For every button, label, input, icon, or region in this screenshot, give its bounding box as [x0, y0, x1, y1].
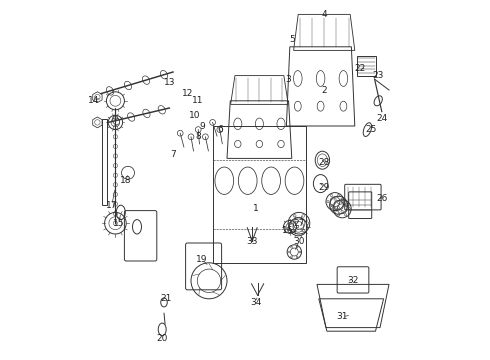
Text: 29: 29 — [318, 183, 330, 192]
Text: 5: 5 — [289, 35, 294, 44]
Text: 16: 16 — [282, 226, 294, 235]
Text: 31: 31 — [337, 312, 348, 321]
Text: 30: 30 — [293, 237, 305, 246]
Text: 9: 9 — [199, 122, 205, 131]
Text: 21: 21 — [160, 294, 172, 303]
Text: 34: 34 — [250, 298, 262, 307]
Text: 4: 4 — [321, 10, 327, 19]
Bar — [357, 56, 376, 76]
Text: 2: 2 — [321, 86, 327, 95]
Text: 33: 33 — [246, 237, 258, 246]
Text: 22: 22 — [355, 64, 366, 73]
Text: 23: 23 — [372, 71, 384, 80]
Text: 28: 28 — [318, 158, 330, 166]
Text: 18: 18 — [121, 176, 132, 185]
Text: 13: 13 — [164, 78, 175, 87]
Text: 15: 15 — [113, 219, 125, 228]
Text: 14: 14 — [88, 96, 99, 105]
Text: 32: 32 — [347, 276, 359, 285]
Text: 19: 19 — [196, 255, 208, 264]
Text: 12: 12 — [182, 89, 193, 98]
Text: 7: 7 — [170, 150, 176, 159]
Text: 20: 20 — [156, 334, 168, 343]
Text: 25: 25 — [366, 125, 377, 134]
Text: 26: 26 — [376, 194, 388, 202]
Bar — [102, 119, 107, 205]
Text: 10: 10 — [189, 111, 200, 120]
Text: 17: 17 — [106, 201, 118, 210]
Text: 27: 27 — [294, 219, 305, 228]
Text: 11: 11 — [193, 96, 204, 105]
Text: 1: 1 — [253, 204, 259, 213]
Text: 6: 6 — [217, 125, 222, 134]
Text: 8: 8 — [196, 132, 201, 141]
Text: 3: 3 — [285, 75, 291, 84]
Text: 24: 24 — [376, 114, 388, 123]
